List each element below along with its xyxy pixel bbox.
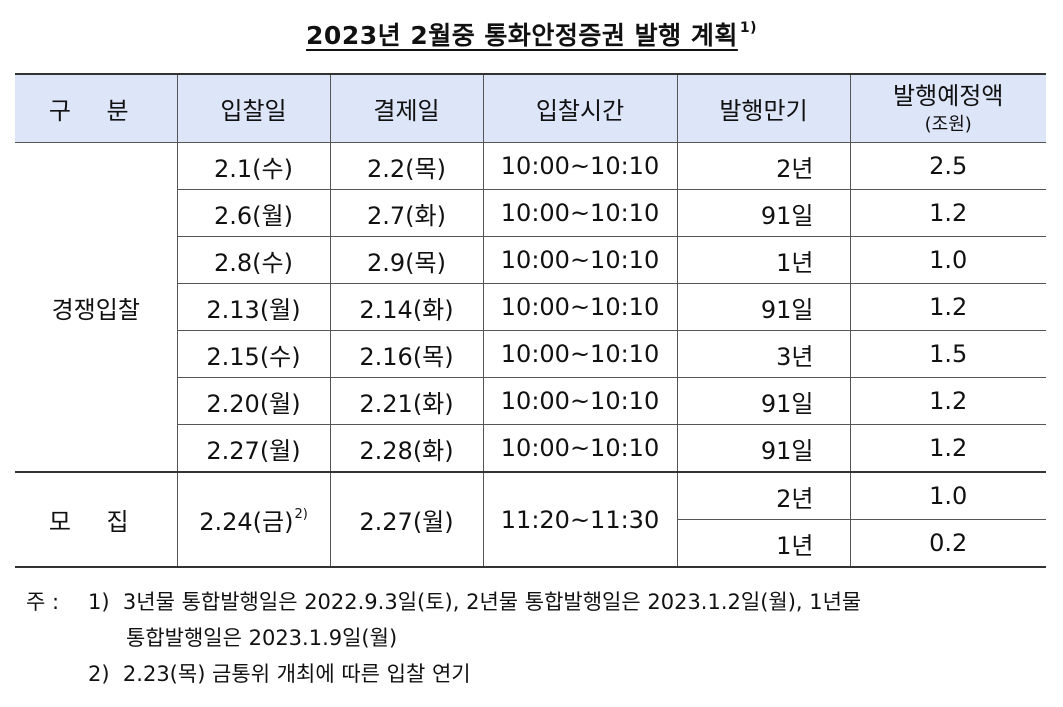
footnote-prefix: 주 : [26,590,60,614]
footnote-2-text: 2.23(목) 금통위 개최에 따른 입찰 연기 [122,662,471,686]
bid-time-cell: 10:00~10:10 [482,236,678,284]
header-maturity: 발행만기 [676,73,851,143]
amount-cell: 1.0 [849,471,1046,520]
table-row: 모 집 2.24(금)2) 2.27(월) 11:20~11:30 2년 1.0 [15,471,1046,568]
bid-time-cell: 10:00~10:10 [482,142,678,190]
maturity-cell: 1년 [677,519,851,568]
maturity-cell: 91일 [676,377,851,425]
amount-cell: 1.2 [849,283,1046,331]
bid-date-cell: 2.20(월) [177,377,331,425]
bid-time-cell: 11:20~11:30 [482,471,678,568]
maturity-cell: 3년 [676,330,851,378]
header-bid-date: 입찰일 [176,73,331,143]
maturity-cell: 2년 [676,471,851,520]
bid-time-cell: 10:00~10:10 [482,424,678,473]
bid-date-footnote-mark: 2) [294,507,308,522]
settle-date-cell: 2.7(화) [329,189,484,237]
bid-date-cell: 2.13(월) [177,283,331,331]
header-category: 구 분 [15,73,178,143]
header-amount-label: 발행예정액 [893,81,1004,110]
bid-date-cell: 2.24(금)2) [176,471,331,568]
bid-date-cell: 2.1(수) [176,142,331,190]
maturity-cell: 91일 [676,424,851,473]
bid-time-cell: 10:00~10:10 [482,377,678,425]
bid-date-cell: 2.8(수) [177,236,331,284]
footnote-1-text: 3년물 통합발행일은 2022.9.3일(토), 2년물 통합발행일은 2023… [122,590,862,614]
table-row: 2.6(월) 2.7(화) 10:00~10:10 91일 1.2 [15,189,1046,237]
amount-cell: 1.2 [849,424,1046,473]
table-row: 2.8(수) 2.9(목) 10:00~10:10 1년 1.0 [15,236,1046,284]
bid-time-cell: 10:00~10:10 [482,330,678,378]
header-amount-unit: (조원) [924,113,972,135]
amount-cell: 2.5 [849,142,1046,190]
footnotes: 주 : 1) 3년물 통합발행일은 2022.9.3일(토), 2년물 통합발행일… [26,584,1056,692]
footnote-2: 2) 2.23(목) 금통위 개최에 따른 입찰 연기 [26,656,1056,692]
footnote-1: 주 : 1) 3년물 통합발행일은 2022.9.3일(토), 2년물 통합발행일… [26,584,1056,620]
amount-cell: 1.0 [849,236,1046,284]
maturity-cell: 91일 [676,283,851,331]
bid-date-cell: 2.15(수) [177,330,331,378]
footnote-2-number: 2) [88,662,110,686]
maturity-cell: 91일 [676,189,851,237]
amount-cell: 1.2 [849,377,1046,425]
table-row: 1년 0.2 [15,519,1046,568]
bid-time-cell: 10:00~10:10 [482,283,678,331]
header-bid-time: 입찰시간 [482,73,678,143]
title-footnote-mark: 1) [739,20,757,36]
settle-date-cell: 2.28(화) [329,424,484,473]
amount-cell: 1.5 [849,330,1046,378]
bid-time-cell: 10:00~10:10 [482,189,678,237]
bid-date-cell: 2.6(월) [177,189,331,237]
category-competitive: 경쟁입찰 [15,142,178,473]
category-subscription: 모 집 [15,471,178,568]
settle-date-cell: 2.2(목) [329,142,484,190]
header-settle-date: 결제일 [329,73,484,143]
table-row: 경쟁입찰 2.1(수) 2.2(목) 10:00~10:10 2년 2.5 [15,142,1046,473]
footnote-1-continued: 통합발행일은 2023.1.9일(월) [126,626,398,650]
table-row: 2.27(월) 2.28(화) 10:00~10:10 91일 1.2 [15,424,1046,473]
issuance-plan-table: 구 분 입찰일 결제일 입찰시간 발행만기 발행예정액 (조원) 경쟁입찰 2.… [15,73,1046,568]
title-text: 2023년 2월중 통화안정증권 발행 계획 [306,21,738,50]
amount-cell: 0.2 [849,519,1046,568]
page-title: 2023년 2월중 통화안정증권 발행 계획 1) [0,16,1063,52]
settle-date-cell: 2.16(목) [329,330,484,378]
footnote-1-number: 1) [88,590,110,614]
header-amount: 발행예정액 (조원) [849,73,1046,143]
maturity-cell: 2년 [676,142,851,190]
table-header-row: 구 분 입찰일 결제일 입찰시간 발행만기 발행예정액 (조원) [15,73,1046,143]
settle-date-cell: 2.14(화) [329,283,484,331]
table-row: 2.13(월) 2.14(화) 10:00~10:10 91일 1.2 [15,283,1046,331]
settle-date-cell: 2.21(화) [329,377,484,425]
settle-date-cell: 2.9(목) [329,236,484,284]
bid-date-cell: 2.27(월) [177,424,331,473]
maturity-cell: 1년 [676,236,851,284]
table-row: 2.20(월) 2.21(화) 10:00~10:10 91일 1.2 [15,377,1046,425]
amount-cell: 1.2 [849,189,1046,237]
settle-date-cell: 2.27(월) [329,471,484,568]
